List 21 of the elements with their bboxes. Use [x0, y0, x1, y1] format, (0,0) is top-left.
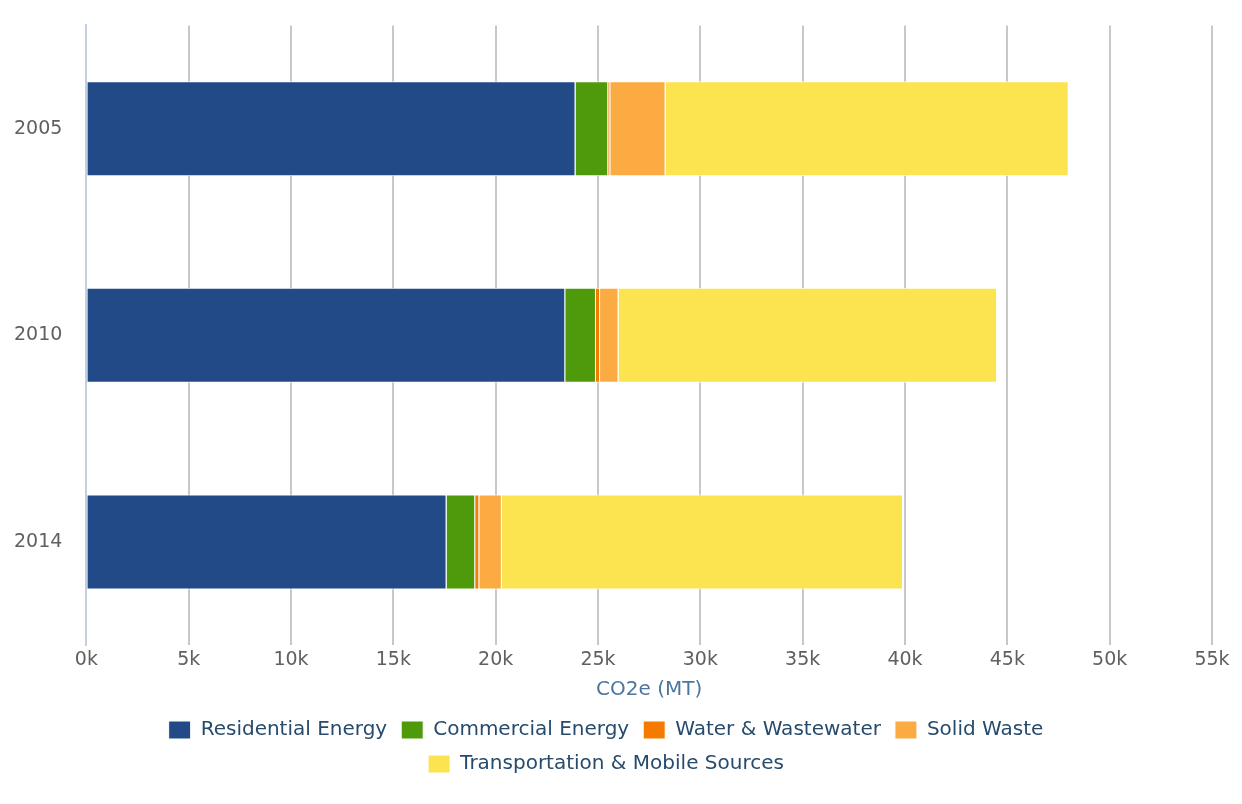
x-tick-label: 20k [478, 646, 514, 669]
x-tick-label: 30k [682, 646, 718, 669]
x-axis-title: CO2e (MT) [596, 676, 703, 701]
x-tick-label: 25k [580, 646, 616, 669]
x-tick-label: 45k [989, 646, 1025, 669]
y-tick-label: 2005 [13, 115, 63, 138]
legend-label: Transportation & Mobile Sources [459, 750, 784, 775]
x-tick-label: 40k [887, 646, 923, 669]
x-tick-label: 35k [785, 646, 821, 669]
legend-label: Water & Wastewater [675, 716, 882, 741]
y-tick-label: 2010 [13, 322, 63, 345]
x-tick-label: 10k [273, 646, 309, 669]
y-tick-label: 2014 [13, 528, 63, 551]
x-tick-label: 0k [74, 646, 98, 669]
x-tick-label: 50k [1092, 646, 1128, 669]
legend-label: Commercial Energy [433, 716, 630, 741]
legend-label: Solid Waste [926, 716, 1044, 741]
x-tick-label: 5k [177, 646, 201, 669]
x-tick-label: 15k [375, 646, 411, 669]
x-tick-label: 55k [1194, 646, 1230, 669]
legend-label: Residential Energy [200, 716, 388, 741]
